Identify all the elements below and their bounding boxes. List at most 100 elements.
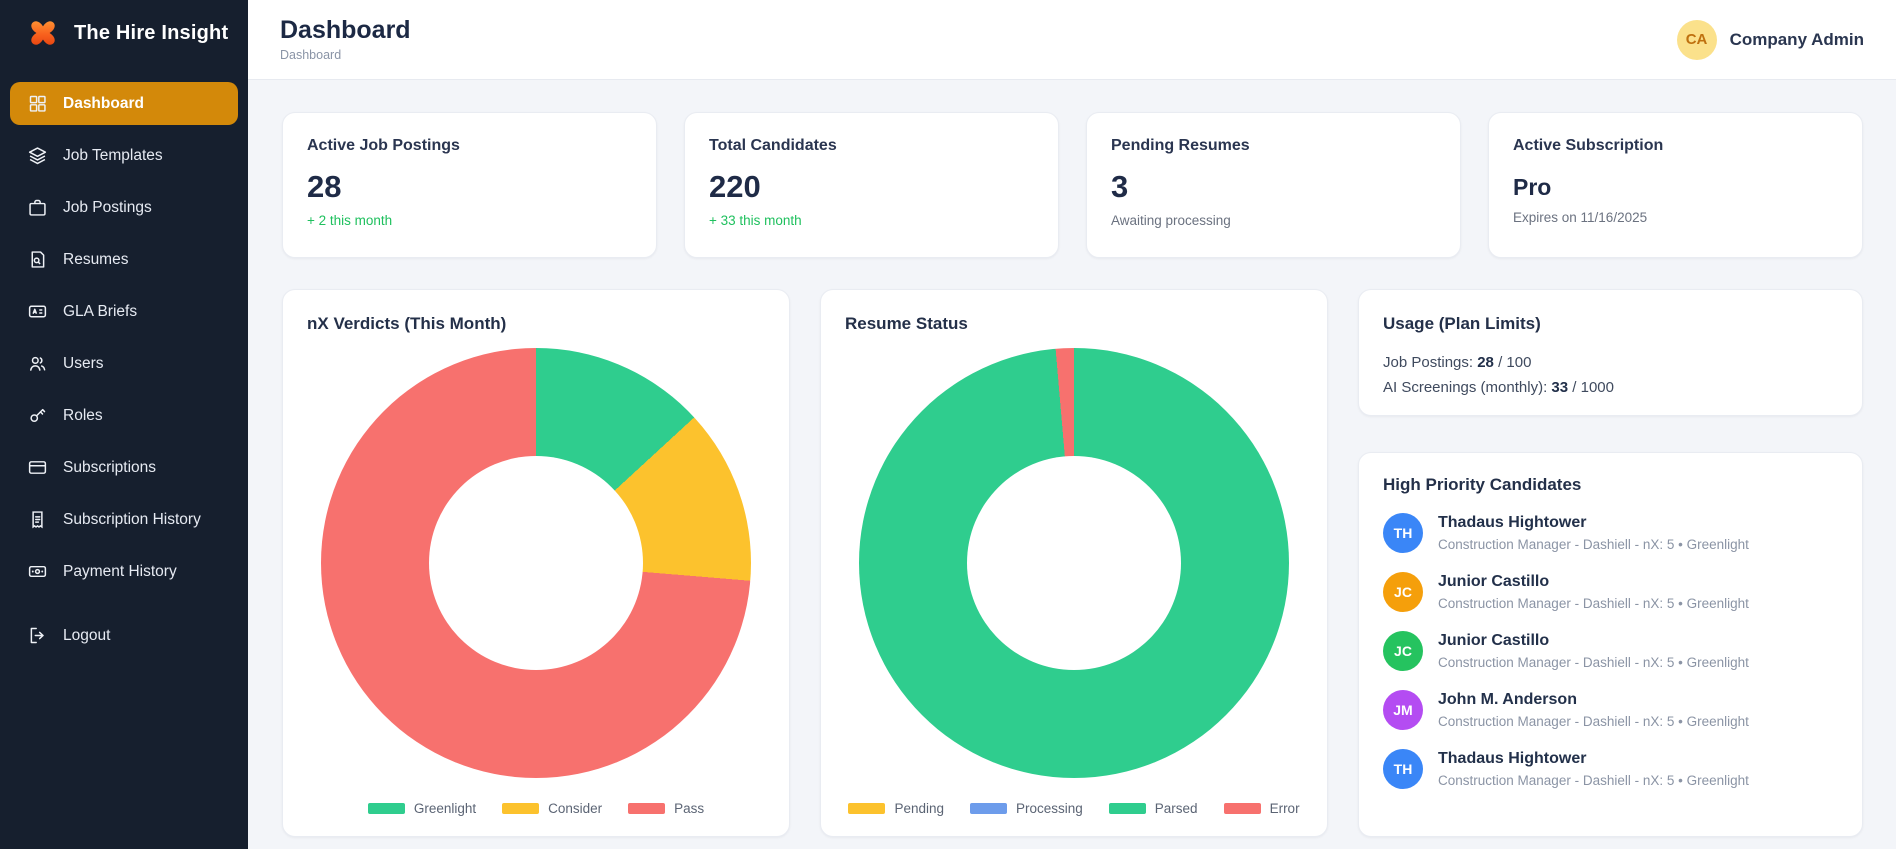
candidate-avatar: JM [1383, 690, 1423, 730]
candidate-info: Junior Castillo Construction Manager - D… [1438, 632, 1749, 669]
topbar: Dashboard Dashboard CA Company Admin [248, 0, 1896, 80]
candidate-row[interactable]: TH Thadaus Hightower Construction Manage… [1383, 513, 1838, 553]
sidebar-item-job-templates[interactable]: Job Templates [10, 134, 238, 177]
legend-label: Pending [894, 801, 944, 816]
sidebar: The Hire Insight Dashboard Job Templates [0, 0, 248, 849]
breadcrumb: Dashboard [280, 47, 342, 62]
high-priority-candidates-card: High Priority Candidates TH Thadaus High… [1358, 452, 1863, 837]
id-card-icon [28, 305, 47, 318]
candidate-row[interactable]: TH Thadaus Hightower Construction Manage… [1383, 749, 1838, 789]
candidate-name: Junior Castillo [1438, 632, 1550, 650]
stats-row: Active Job Postings 28 + 2 this month To… [282, 112, 1863, 258]
sidebar-item-label: Users [63, 354, 104, 372]
legend-item[interactable]: Consider [502, 801, 602, 816]
logout-icon [30, 627, 44, 644]
usage-label: Job Postings: [1383, 354, 1478, 371]
chart-card-resume-status: Resume Status Pending Processing Parsed Err… [820, 289, 1328, 837]
sidebar-item-subscription-history[interactable]: Subscription History [10, 498, 238, 541]
key-icon [30, 408, 46, 423]
credit-card-icon [28, 461, 47, 474]
layers-icon [28, 147, 47, 165]
usage-value: 28 [1477, 354, 1494, 371]
sidebar-item-label: Resumes [63, 250, 129, 268]
user-menu[interactable]: CA Company Admin [1676, 19, 1864, 60]
chart-card-nx-verdicts: nX Verdicts (This Month) Greenlight Consi… [282, 289, 790, 837]
sidebar-item-users[interactable]: Users [10, 342, 238, 385]
candidate-info: Thadaus Hightower Construction Manager -… [1438, 514, 1749, 551]
sidebar-item-gla-briefs[interactable]: GLA Briefs [10, 290, 238, 333]
sidebar-item-resumes[interactable]: Resumes [10, 238, 238, 281]
sidebar-item-job-postings[interactable]: Job Postings [10, 186, 238, 229]
candidate-list: TH Thadaus Hightower Construction Manage… [1383, 513, 1838, 789]
legend-item[interactable]: Processing [969, 801, 1083, 816]
stat-subtext: + 2 this month [307, 213, 393, 228]
legend-label: Processing [1015, 801, 1083, 816]
stat-card-active-subscription: Active Subscription Pro Expires on 11/16… [1488, 112, 1863, 258]
sidebar-item-subscriptions[interactable]: Subscriptions [10, 446, 238, 489]
chart-title: Resume Status [845, 314, 968, 333]
grid-icon [29, 95, 46, 112]
candidate-name: Junior Castillo [1438, 573, 1550, 591]
legend-swatch [628, 803, 666, 814]
usage-value: 33 [1551, 378, 1569, 396]
stat-card-pending-resumes: Pending Resumes 3 Awaiting processing [1086, 112, 1461, 258]
candidate-detail: Construction Manager - Dashiell - nX: 5 … [1438, 595, 1749, 611]
candidate-row[interactable]: JC Junior Castillo Construction Manager … [1383, 572, 1838, 612]
candidate-avatar: JC [1383, 572, 1423, 612]
donut-chart-nx-verdicts [321, 348, 751, 778]
stat-value: 3 [1111, 169, 1129, 204]
brand-name: The Hire Insight [74, 21, 229, 44]
chart-legend: Greenlight Consider Pass [283, 801, 789, 816]
sidebar-item-dashboard[interactable]: Dashboard [10, 82, 238, 125]
sidebar-item-payment-history[interactable]: Payment History [10, 550, 238, 593]
high-priority-title: High Priority Candidates [1383, 475, 1582, 494]
legend-item[interactable]: Pass [628, 801, 704, 816]
legend-label: Greenlight [413, 801, 477, 816]
legend-swatch [1108, 803, 1146, 814]
legend-item[interactable]: Error [1223, 801, 1300, 816]
page-title: Dashboard [280, 16, 411, 45]
sidebar-item-label: Payment History [63, 562, 177, 580]
stat-value: 28 [307, 169, 342, 204]
sidebar-item-label: Subscriptions [63, 458, 157, 476]
stat-label: Pending Resumes [1111, 137, 1250, 154]
stat-card-total-candidates: Total Candidates 220 + 33 this month [684, 112, 1059, 258]
candidate-name: Thadaus Hightower [1438, 514, 1587, 532]
candidate-row[interactable]: JC Junior Castillo Construction Manager … [1383, 631, 1838, 671]
avatar[interactable]: CA [1676, 19, 1717, 60]
sidebar-item-label: Job Postings [63, 198, 152, 216]
stat-subtext: Awaiting processing [1111, 213, 1231, 228]
candidate-detail: Construction Manager - Dashiell - nX: 5 … [1438, 713, 1749, 729]
donut-chart-resume-status [859, 348, 1289, 778]
brand[interactable]: The Hire Insight [0, 0, 248, 74]
candidate-row[interactable]: JM John M. Anderson Construction Manager… [1383, 690, 1838, 730]
legend-swatch [502, 803, 540, 814]
charts-row: nX Verdicts (This Month) Greenlight Consi… [282, 289, 1863, 837]
receipt-icon [32, 511, 43, 529]
legend-swatch [848, 803, 886, 814]
sidebar-item-label: Subscription History [63, 510, 201, 528]
candidate-avatar: TH [1383, 513, 1423, 553]
usage-label: AI Screenings (monthly): [1383, 378, 1552, 396]
sidebar-item-roles[interactable]: Roles [10, 394, 238, 437]
stat-subtext: Expires on 11/16/2025 [1513, 210, 1648, 225]
candidate-avatar: JC [1383, 631, 1423, 671]
candidate-detail: Construction Manager - Dashiell - nX: 5 … [1438, 772, 1749, 788]
legend-item[interactable]: Pending [848, 801, 944, 816]
candidate-name: Thadaus Hightower [1438, 750, 1587, 768]
usage-card: Usage (Plan Limits) Job Postings: 28 / 1… [1358, 289, 1863, 416]
candidate-info: John M. Anderson Construction Manager - … [1438, 691, 1749, 728]
sidebar-item-logout[interactable]: Logout [10, 614, 238, 657]
usage-limit: / 100 [1493, 354, 1532, 371]
legend-item[interactable]: Parsed [1108, 801, 1198, 816]
briefcase-icon [29, 199, 46, 216]
stat-subtext: + 33 this month [709, 213, 802, 228]
main-content: Active Job Postings 28 + 2 this month To… [248, 80, 1896, 837]
legend-label: Error [1269, 801, 1300, 816]
legend-item[interactable]: Greenlight [367, 801, 477, 816]
usage-lines: Job Postings: 28 / 100 AI Screenings (mo… [1383, 351, 1838, 401]
chart-title: nX Verdicts (This Month) [307, 314, 507, 333]
stat-label: Active Job Postings [307, 137, 460, 154]
legend-swatch [367, 803, 405, 814]
